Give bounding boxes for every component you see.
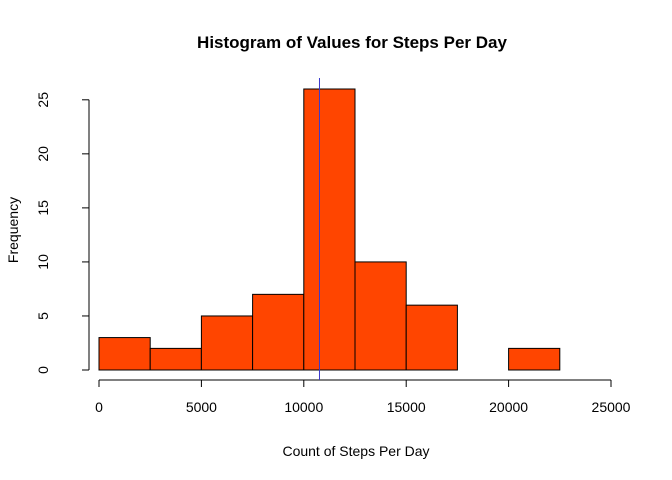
x-tick-label: 0 (95, 399, 103, 415)
x-tick-label: 15000 (387, 399, 426, 415)
histogram-bar-5 (354, 261, 407, 371)
y-axis: 0 5 10 15 20 25 (35, 92, 90, 374)
histogram-bar-2 (200, 315, 254, 371)
x-tick-label: 10000 (284, 399, 323, 415)
histogram-bar-0 (98, 337, 151, 371)
x-axis: 0 5000 10000 15000 20000 25000 (95, 379, 631, 415)
histogram-bar-8 (508, 347, 561, 371)
y-tick-label: 20 (35, 146, 51, 162)
y-tick-label: 10 (35, 254, 51, 270)
y-axis-label: Frequency (5, 197, 21, 263)
histogram-bar-6 (405, 304, 458, 371)
y-tick-label: 0 (35, 366, 51, 374)
x-tick-label: 25000 (592, 399, 631, 415)
chart-title: Histogram of Values for Steps Per Day (197, 33, 507, 52)
bars-group (98, 88, 561, 371)
histogram-bar-4 (303, 88, 356, 371)
y-tick-label: 5 (35, 312, 51, 320)
histogram-bar-3 (252, 293, 305, 371)
x-tick-label: 20000 (489, 399, 528, 415)
y-tick-label: 25 (35, 92, 51, 108)
x-tick-label: 5000 (186, 399, 217, 415)
y-tick-label: 15 (35, 200, 51, 216)
x-axis-label: Count of Steps Per Day (282, 443, 429, 459)
histogram-bar-1 (149, 347, 202, 371)
